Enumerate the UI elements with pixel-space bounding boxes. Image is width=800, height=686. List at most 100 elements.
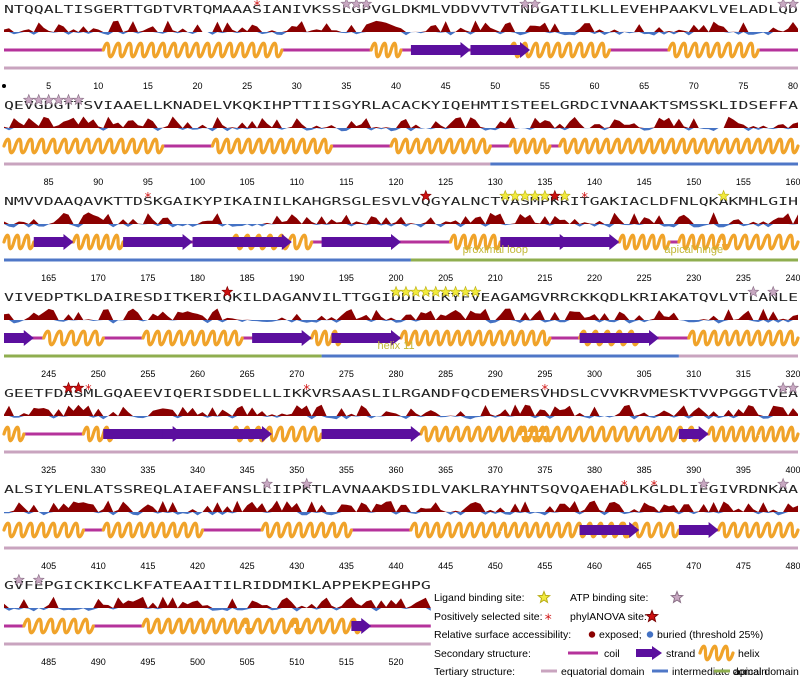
position-tick: 225 <box>637 273 652 283</box>
position-tick: 185 <box>240 273 255 283</box>
position-tick: 400 <box>786 465 800 475</box>
position-tick: 285 <box>438 369 453 379</box>
legend-pos-sel-label: Positively selected site: <box>434 611 543 623</box>
strand-arrow <box>123 234 193 250</box>
ligand-star-icon <box>409 285 422 298</box>
ligand-star-icon <box>528 189 541 202</box>
helix-segment <box>71 233 125 251</box>
legend-apical-label: apical domain <box>734 666 799 678</box>
position-tick: 375 <box>537 465 552 475</box>
phylanova-star-icon <box>72 381 85 394</box>
helix-segment <box>449 233 502 251</box>
ligand-star-icon <box>469 285 482 298</box>
legend-ligand-star-icon <box>536 590 552 604</box>
atp-star-icon <box>787 0 800 10</box>
position-tick: 355 <box>339 465 354 475</box>
position-tick: 175 <box>140 273 155 283</box>
position-tick: 505 <box>240 657 255 667</box>
atp-star-icon <box>787 381 800 394</box>
position-tick: 320 <box>786 369 800 379</box>
strand-arrow <box>549 234 620 250</box>
legend: Ligand binding site: ATP binding site: P… <box>434 590 799 678</box>
helix-segment <box>240 617 304 635</box>
positively-selected-asterisk-icon: * <box>84 383 92 398</box>
strand-arrow <box>410 42 471 58</box>
position-tick: 425 <box>240 561 255 571</box>
position-tick: 455 <box>537 561 552 571</box>
position-tick: 520 <box>389 657 404 667</box>
atp-star-icon <box>62 93 75 106</box>
position-tick: 130 <box>488 177 503 187</box>
position-tick: 65 <box>639 81 649 91</box>
position-tick: 180 <box>190 273 205 283</box>
atp-star-icon <box>300 477 313 490</box>
position-tick: 10 <box>93 81 103 91</box>
position-tick: 5 <box>46 81 51 91</box>
strand-arrow <box>351 618 372 634</box>
ligand-star-icon <box>509 189 522 202</box>
helix-segment <box>617 233 671 251</box>
helix-segment <box>22 617 95 635</box>
position-tick: 340 <box>190 465 205 475</box>
strand-arrow <box>321 234 401 250</box>
position-tick: 515 <box>339 657 354 667</box>
position-tick: 295 <box>537 369 552 379</box>
position-tick: 255 <box>140 369 155 379</box>
helix-segment <box>101 41 284 59</box>
atp-star-icon <box>777 0 790 10</box>
ligand-star-icon <box>429 285 442 298</box>
position-tick: 95 <box>143 177 153 187</box>
position-tick: 315 <box>736 369 751 379</box>
ligand-star-icon <box>519 189 532 202</box>
strand-arrow <box>678 522 719 538</box>
sequence-row: GVFEPGICKIKCLKFATEAAITILRIDDMIKLAPPEKPEG… <box>4 581 431 667</box>
position-tick: 395 <box>736 465 751 475</box>
phylanova-star-icon <box>221 285 234 298</box>
position-tick: 155 <box>736 177 751 187</box>
position-tick: 40 <box>391 81 401 91</box>
position-tick: 300 <box>587 369 602 379</box>
position-tick: 360 <box>389 465 404 475</box>
atp-star-icon <box>12 573 25 586</box>
ligand-star-icon <box>558 189 571 202</box>
position-tick: 410 <box>91 561 106 571</box>
atp-star-icon <box>350 0 363 10</box>
accessibility-buried-profile <box>4 32 798 36</box>
atp-star-icon <box>32 93 45 106</box>
legend-exposed-dot-icon <box>588 631 596 638</box>
atp-star-icon <box>340 0 353 10</box>
atp-star-icon <box>22 93 35 106</box>
strand-arrow <box>192 234 292 250</box>
position-tick: 475 <box>736 561 751 571</box>
position-tick: 415 <box>140 561 155 571</box>
helix-segment <box>2 425 26 443</box>
position-tick: 110 <box>290 177 304 187</box>
position-tick: 75 <box>738 81 748 91</box>
helix-segment <box>2 137 165 155</box>
strand-arrow <box>579 522 640 538</box>
position-tick: 365 <box>438 465 453 475</box>
region-label: apical hinge <box>664 244 723 256</box>
helix-segment <box>389 137 492 155</box>
position-tick: 135 <box>537 177 552 187</box>
accessibility-exposed-profile <box>4 308 798 320</box>
position-tick: 270 <box>289 369 304 379</box>
accessibility-buried-profile <box>4 512 798 516</box>
position-tick: 200 <box>389 273 404 283</box>
position-tick: 380 <box>587 465 602 475</box>
legend-phyl-label: phylANOVA site: <box>570 611 647 623</box>
position-tick: 140 <box>587 177 602 187</box>
position-tick: 20 <box>193 81 203 91</box>
position-tick: 260 <box>190 369 205 379</box>
ligand-star-icon <box>390 285 403 298</box>
accessibility-buried-profile <box>4 608 431 612</box>
ligand-star-icon <box>419 285 432 298</box>
sequence-text: NMVVDAAQAVKTTDSKGAIKYPIKAINILKAHGRSGLESV… <box>4 197 798 208</box>
legend-equatorial-label: equatorial domain <box>561 666 645 678</box>
phylanova-star-icon <box>548 189 561 202</box>
position-tick: 70 <box>689 81 699 91</box>
position-tick: 385 <box>637 465 652 475</box>
legend-secondary-label: Secondary structure: <box>434 648 531 660</box>
